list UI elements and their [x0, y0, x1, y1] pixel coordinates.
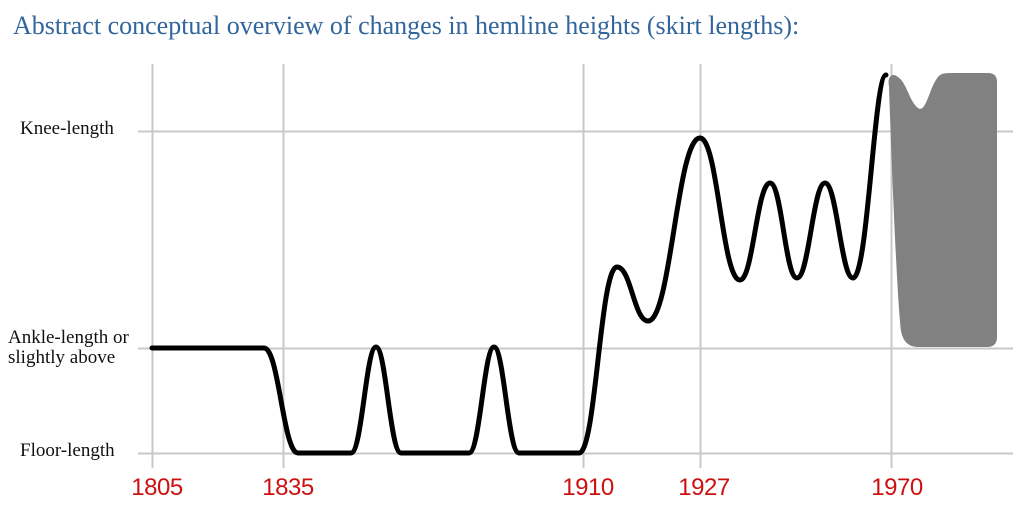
- hemline-curve: [149, 72, 889, 456]
- y-axis-label-ankle-line1: Ankle-length or: [8, 327, 129, 348]
- y-axis-label-ankle-line2: slightly above: [8, 346, 116, 368]
- y-axis-label-ankle-length: Ankle-length or slightly above: [8, 328, 129, 367]
- y-axis-label-floor-length: Floor-length: [20, 440, 115, 461]
- x-axis-label-1970: 1970: [871, 474, 923, 501]
- chart-title: Abstract conceptual overview of changes …: [13, 11, 800, 40]
- x-axis-label-1805: 1805: [131, 474, 183, 501]
- x-axis-label-1927: 1927: [678, 474, 730, 501]
- variability-band: [888, 73, 997, 347]
- x-axis-label-1910: 1910: [562, 474, 614, 501]
- y-axis-label-knee-length: Knee-length: [20, 118, 114, 139]
- x-axis-label-1835: 1835: [262, 474, 314, 501]
